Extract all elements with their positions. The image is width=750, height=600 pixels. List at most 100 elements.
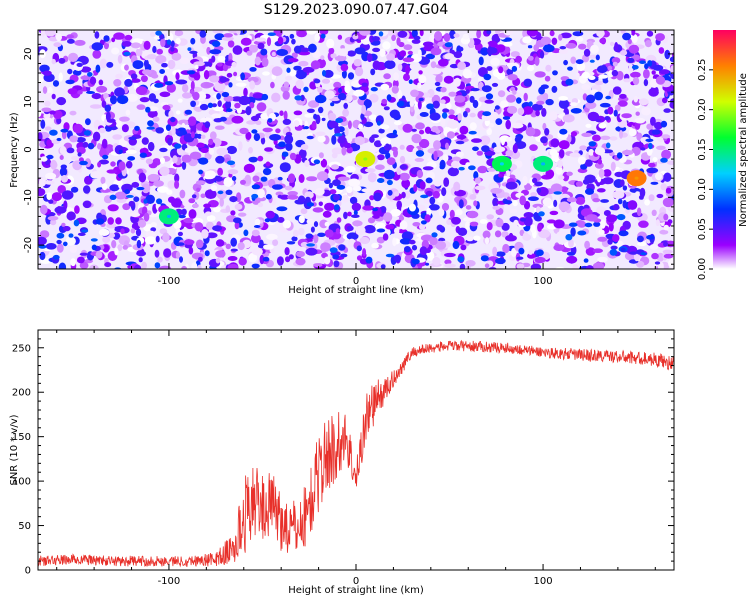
- heatmap-cell: [225, 189, 233, 195]
- heatmap-cell: [616, 152, 623, 159]
- heatmap-cell: [611, 69, 619, 77]
- heatmap-cell: [121, 183, 133, 192]
- heatmap-cell: [563, 59, 568, 66]
- heatmap-cell: [530, 192, 538, 197]
- heatmap-cell: [440, 87, 447, 93]
- heatmap-cell: [351, 202, 362, 212]
- heatmap-cell: [235, 82, 247, 87]
- heatmap-cell: [173, 143, 182, 149]
- heatmap-cell: [463, 111, 468, 118]
- heatmap-cell: [636, 235, 644, 243]
- heatmap-cell: [530, 263, 542, 269]
- heatmap-cell: [369, 195, 375, 201]
- heatmap-cell: [628, 63, 634, 74]
- heatmap-cell: [60, 128, 69, 133]
- heatmap-cell: [531, 103, 543, 112]
- heatmap-cell: [652, 64, 664, 71]
- heatmap-cell: [188, 246, 194, 255]
- heatmap-cell: [206, 46, 211, 55]
- heatmap-cell: [550, 138, 560, 148]
- heatmap-cell: [340, 63, 349, 72]
- heatmap-cell: [330, 53, 337, 59]
- heatmap-cell: [175, 79, 188, 85]
- heatmap-cell: [191, 194, 197, 199]
- heatmap-cell: [279, 110, 284, 116]
- heatmap-cell: [65, 79, 75, 85]
- heatmap-cell: [638, 98, 649, 106]
- heatmap-cell: [247, 76, 259, 83]
- heatmap-cell: [435, 240, 447, 250]
- heatmap-cell: [453, 181, 461, 192]
- heatmap-cell: [138, 172, 147, 183]
- heatmap-cell: [594, 80, 604, 86]
- heatmap-cell: [419, 129, 425, 135]
- heatmap-cell: [233, 217, 242, 224]
- heatmap-cell: [177, 127, 186, 132]
- heatmap-cell: [292, 229, 299, 237]
- heatmap-cell: [659, 229, 669, 235]
- heatmap-cell: [542, 122, 547, 131]
- heatmap-cell: [522, 175, 528, 186]
- heatmap-cell: [348, 136, 353, 143]
- heatmap-cell: [431, 232, 438, 238]
- heatmap-cell: [322, 70, 326, 77]
- heatmap-cell: [141, 261, 147, 269]
- heatmap-cell: [159, 265, 172, 269]
- heatmap-cell: [418, 75, 427, 84]
- heatmap-cell: [566, 171, 573, 176]
- heatmap-cell: [585, 265, 594, 269]
- heatmap-cell: [490, 57, 500, 66]
- heatmap-cell: [200, 35, 206, 44]
- heatmap-cell: [56, 232, 65, 239]
- heatmap-cell: [137, 219, 147, 228]
- heatmap-cell: [517, 107, 525, 116]
- heatmap-cell: [51, 58, 56, 65]
- heatmap-cell: [305, 233, 313, 239]
- heatmap-cell: [38, 188, 46, 197]
- heatmap-cell: [267, 32, 276, 36]
- heatmap-cell: [326, 38, 335, 49]
- heatmap-cell: [249, 67, 257, 72]
- heatmap-cell: [565, 78, 574, 86]
- heatmap-cell: [275, 128, 281, 134]
- heatmap-cell: [585, 123, 592, 128]
- heatmap-cell: [285, 75, 293, 81]
- heatmap-cell: [662, 97, 668, 104]
- heatmap-cell: [612, 234, 620, 243]
- heatmap-cell: [581, 132, 593, 137]
- heatmap-cell: [407, 50, 413, 55]
- heatmap-cell: [404, 190, 411, 199]
- heatmap-cell: [424, 214, 431, 223]
- heatmap-cell: [568, 222, 578, 227]
- heatmap-cell: [101, 183, 108, 191]
- heatmap-cell: [106, 222, 117, 229]
- heatmap-cell: [320, 242, 331, 252]
- y-tick-label: -10: [23, 189, 34, 205]
- heatmap-cell: [98, 228, 110, 236]
- heatmap-cell: [643, 79, 649, 87]
- heatmap-cell: [56, 137, 62, 142]
- heatmap-cell: [90, 171, 102, 179]
- heatmap-cell: [335, 228, 341, 235]
- heatmap-cell: [226, 72, 233, 78]
- heatmap-cell: [577, 230, 587, 236]
- heatmap-cell: [441, 203, 450, 211]
- heatmap-cell: [518, 247, 525, 255]
- heatmap-cell: [636, 207, 642, 217]
- heatmap-cell: [633, 252, 640, 262]
- heatmap-cell: [52, 80, 60, 87]
- heatmap-cell: [501, 222, 510, 231]
- heatmap-cell: [286, 241, 296, 245]
- heatmap-cell: [386, 179, 393, 186]
- heatmap-cell: [193, 61, 205, 67]
- heatmap-cell: [523, 92, 528, 102]
- heatmap-cell: [249, 80, 256, 90]
- heatmap-cell: [308, 100, 320, 108]
- heatmap-cell: [171, 198, 182, 208]
- heatmap-cell: [411, 30, 418, 38]
- heatmap-cell: [230, 210, 236, 216]
- heatmap-cell: [341, 146, 347, 156]
- heatmap-cell: [306, 243, 315, 247]
- heatmap-cell: [265, 210, 276, 219]
